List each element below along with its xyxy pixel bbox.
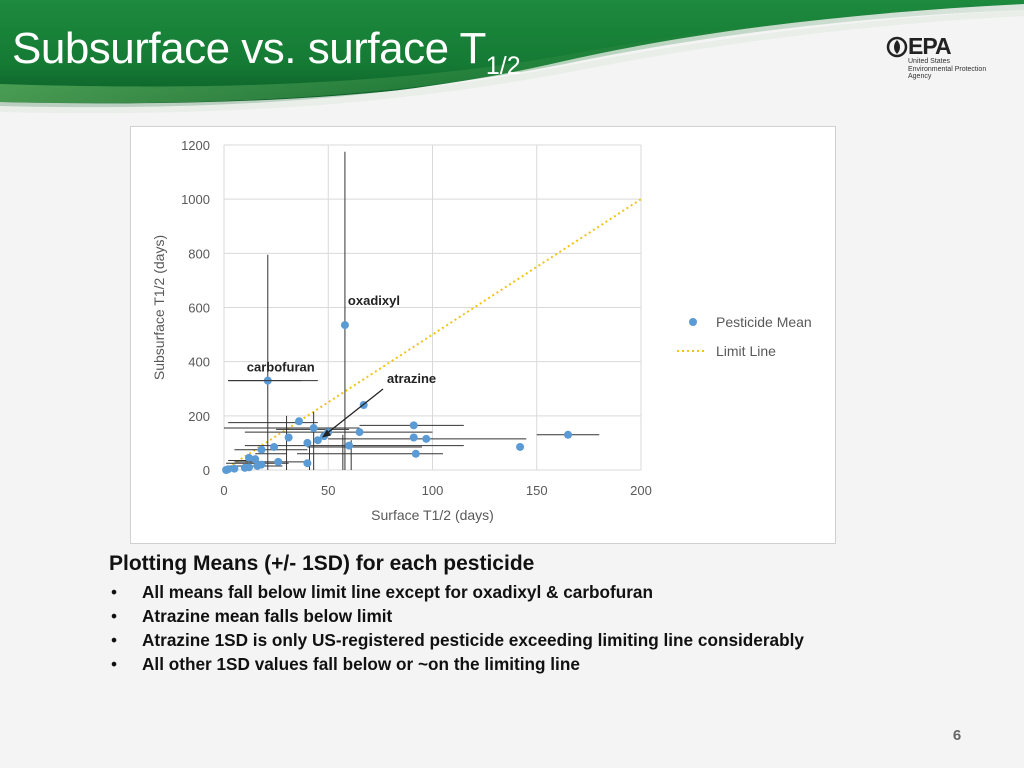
bullet-glyph: • <box>111 606 118 626</box>
y-tick-label: 1000 <box>181 192 210 207</box>
x-tick-label: 200 <box>630 483 652 498</box>
data-point <box>411 449 420 458</box>
notes-bullet-3: • Atrazine 1SD is only US-registered pest… <box>109 628 949 652</box>
epa-wordmark: EPA <box>908 33 952 59</box>
notes-bullet-text: All other 1SD values fall below or ~on t… <box>142 654 580 674</box>
atrazine-arrowhead <box>321 429 331 438</box>
chart-panel: 0 200 400 600 800 1000 1200 0 50 100 150 200 Surface… <box>130 126 836 544</box>
legend-point-marker <box>689 318 697 326</box>
header-banner <box>0 0 1024 120</box>
data-point <box>409 421 418 430</box>
y-tick-label: 200 <box>188 409 210 424</box>
notes-heading: Plotting Means (+/- 1SD) for each pestic… <box>109 552 535 575</box>
data-point <box>303 438 312 447</box>
y-axis-title: Subsurface T1/2 (days) <box>151 235 167 380</box>
data-point <box>251 455 260 464</box>
page-title: Subsurface vs. surface T1/2 <box>12 24 521 80</box>
legend-label-pesticide-mean: Pesticide Mean <box>716 314 812 330</box>
x-tick-label: 0 <box>220 483 227 498</box>
y-tick-label: 1200 <box>181 138 210 153</box>
data-point <box>284 433 293 442</box>
notes-bullet-text: All means fall below limit line except f… <box>142 582 653 602</box>
data-point <box>422 434 431 443</box>
bullet-glyph: • <box>111 582 118 602</box>
notes-bullet-4: • All other 1SD values fall below or ~on … <box>109 652 949 676</box>
data-point <box>355 428 364 437</box>
data-point <box>409 433 418 442</box>
data-point <box>564 430 573 439</box>
data-point <box>313 436 322 445</box>
notes-bullet-2: • Atrazine mean falls below limit <box>109 604 949 628</box>
y-tick-label: 800 <box>188 246 210 261</box>
legend-label-limit-line: Limit Line <box>716 343 776 359</box>
title-subscript: 1/2 <box>485 52 521 80</box>
page-number: 6 <box>952 727 962 744</box>
data-point <box>309 424 318 433</box>
y-tick-label: 600 <box>188 301 210 316</box>
bullet-glyph: • <box>111 654 118 674</box>
epa-subtitle: United States Environmental Protection A… <box>908 58 987 80</box>
data-point <box>274 457 283 466</box>
data-point <box>257 445 266 454</box>
notes-section: Plotting Means (+/- 1SD) for each pestic… <box>109 552 949 676</box>
annotation-atrazine: atrazine <box>387 371 436 386</box>
x-tick-label: 100 <box>422 483 444 498</box>
notes-bullet-text: Atrazine mean falls below limit <box>142 606 393 626</box>
data-point <box>303 459 312 468</box>
notes-list: • All means fall below limit line except … <box>109 580 949 676</box>
data-point <box>222 466 231 474</box>
data-point <box>516 442 525 451</box>
data-point <box>253 461 262 470</box>
y-tick-label: 0 <box>203 463 210 478</box>
slide-header: Subsurface vs. surface T1/2 EPA United S… <box>0 0 1024 120</box>
bullet-glyph: • <box>111 630 118 650</box>
annotation-carbofuran: carbofuran <box>247 360 315 375</box>
atrazine-arrow <box>327 388 384 434</box>
oxadixyl-point <box>340 321 349 330</box>
annotation-oxadixyl: oxadixyl <box>348 293 400 308</box>
x-tick-label: 150 <box>526 483 548 498</box>
data-point <box>240 463 249 472</box>
scatter-chart: 0 200 400 600 800 1000 1200 0 50 100 150 200 Surface… <box>151 138 812 523</box>
epa-flower-icon <box>886 36 908 58</box>
data-point <box>295 417 304 426</box>
x-tick-label: 50 <box>321 483 335 498</box>
data-point <box>245 453 254 462</box>
notes-bullet-text: Atrazine 1SD is only US-registered pesti… <box>142 630 804 650</box>
notes-bullet-1: • All means fall below limit line except … <box>109 580 949 604</box>
data-point <box>270 442 279 451</box>
x-axis-title: Surface T1/2 (days) <box>371 507 494 523</box>
y-tick-label: 400 <box>188 355 210 370</box>
epa-logo: EPA United States Environmental Protecti… <box>886 33 1010 84</box>
data-point <box>345 441 354 450</box>
data-point <box>230 464 239 473</box>
